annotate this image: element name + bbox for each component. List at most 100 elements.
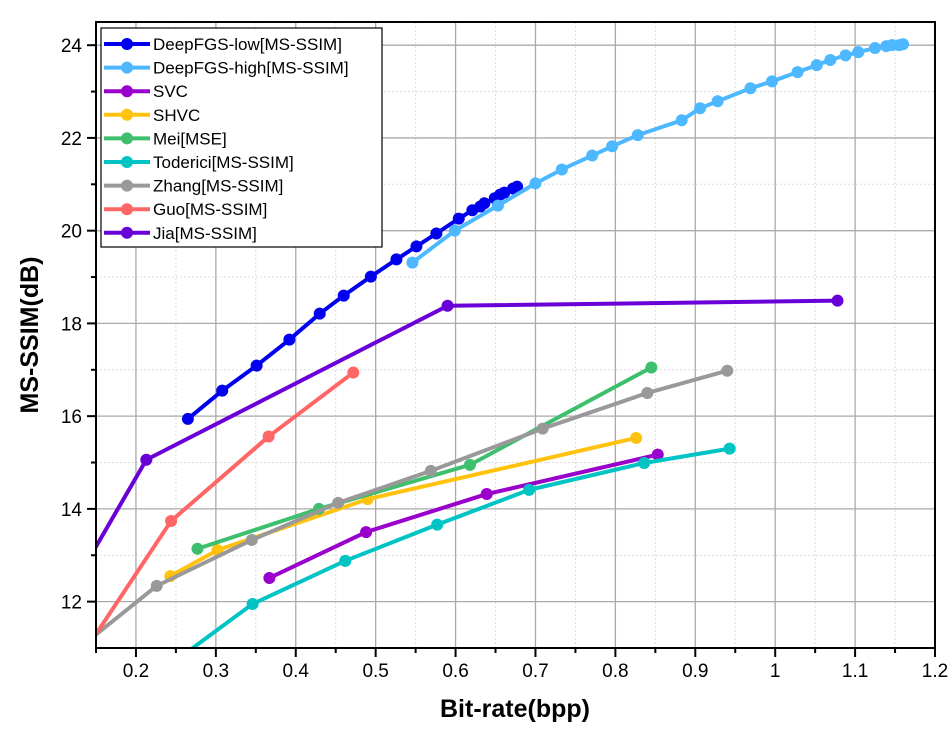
data-point — [364, 270, 377, 283]
data-point — [263, 571, 276, 584]
data-point — [245, 533, 258, 546]
x-tick-label: 0.7 — [522, 661, 548, 682]
series-line — [96, 298, 838, 551]
series-mei-mse- — [191, 361, 658, 555]
series-line — [96, 370, 355, 638]
data-point — [645, 361, 658, 374]
legend-label: DeepFGS-high[MS-SSIM] — [153, 59, 349, 78]
x-tick-label: 0.5 — [362, 661, 388, 682]
legend-marker — [121, 156, 133, 168]
legend-label: Guo[MS-SSIM] — [153, 200, 267, 219]
data-point — [606, 140, 619, 153]
series-line — [96, 368, 728, 638]
legend-marker — [121, 108, 133, 121]
legend-item: Jia[MS-SSIM] — [104, 224, 257, 243]
data-point — [744, 82, 757, 95]
legend-label: SVC — [153, 82, 188, 101]
data-point — [536, 422, 549, 435]
data-point — [523, 483, 536, 496]
legend-marker — [121, 61, 133, 74]
legend-label: Mei[MSE] — [153, 129, 227, 148]
series-shvc — [164, 431, 643, 583]
data-point — [390, 253, 403, 266]
data-point — [452, 212, 465, 225]
series-line — [196, 365, 653, 551]
data-point — [50, 661, 62, 673]
series-line — [169, 435, 637, 578]
x-tick-label: 1.1 — [842, 661, 868, 682]
x-tick-label: 0.2 — [123, 661, 149, 682]
y-axis-label: MS-SSIM(dB) — [16, 257, 44, 414]
legend: DeepFGS-low[MS-SSIM] DeepFGS-high[MS-SSIM… — [100, 27, 383, 248]
data-point — [641, 386, 654, 399]
data-point — [313, 307, 326, 320]
series-deepfgs-low-ms-ssim- — [181, 180, 524, 425]
data-point — [831, 294, 844, 307]
y-tick-label: 14 — [61, 500, 83, 521]
data-point — [181, 412, 194, 425]
series-deepfgs-high-ms-ssim- — [406, 38, 910, 269]
data-point — [250, 359, 263, 372]
data-point — [675, 114, 688, 127]
data-point — [852, 46, 865, 59]
series-toderici-ms-ssim- — [130, 442, 736, 696]
data-point — [262, 430, 275, 443]
legend-item: Toderici[MS-SSIM] — [104, 153, 294, 172]
data-point — [638, 456, 651, 469]
data-point — [347, 366, 360, 379]
legend-item: SVC — [104, 82, 188, 101]
x-tick-label: 0.9 — [682, 661, 708, 682]
legend-item: DeepFGS-high[MS-SSIM] — [104, 59, 349, 78]
data-point — [630, 431, 643, 444]
y-tick-label: 16 — [61, 407, 82, 428]
data-point — [332, 496, 345, 509]
data-point — [431, 518, 444, 531]
data-point — [491, 199, 504, 212]
data-point — [410, 240, 423, 253]
data-point — [791, 66, 804, 79]
data-point — [360, 526, 373, 539]
data-point — [765, 75, 778, 88]
axes: 0.2 0.3 0.4 0.5 0.6 0.7 0.8 0.9 1 1.1 1.2 12 14 16 18 2… — [61, 36, 948, 682]
legend-item: SHVC — [104, 106, 200, 125]
data-point — [337, 289, 350, 302]
legend-marker — [121, 226, 133, 239]
data-point — [165, 514, 178, 527]
data-point — [721, 364, 734, 377]
data-point — [555, 163, 568, 176]
data-point — [424, 464, 437, 477]
data-point — [130, 684, 142, 696]
data-point — [430, 227, 443, 240]
data-point — [869, 41, 882, 54]
x-tick-label: 1.2 — [922, 661, 948, 682]
x-axis-label: Bit-rate(bpp) — [440, 695, 590, 723]
data-point — [651, 448, 664, 461]
y-tick-label: 24 — [61, 36, 83, 57]
x-tick-label: 0.4 — [283, 661, 310, 682]
x-tick-label: 0.8 — [602, 661, 628, 682]
data-point — [897, 38, 910, 51]
x-tick-label: 0.6 — [442, 661, 468, 682]
legend-marker — [121, 179, 133, 192]
data-point — [711, 95, 724, 108]
data-point — [810, 59, 823, 72]
data-point — [191, 542, 204, 555]
data-point — [339, 554, 352, 567]
series-guo-ms-ssim- — [96, 366, 360, 638]
data-point — [140, 453, 153, 466]
legend-marker — [121, 203, 133, 216]
data-point — [480, 488, 493, 501]
data-point — [839, 49, 852, 62]
series-line — [268, 452, 659, 580]
data-point — [406, 256, 419, 269]
data-point — [694, 102, 707, 115]
data-point — [463, 458, 476, 471]
data-point — [216, 384, 229, 397]
y-tick-label: 20 — [61, 222, 82, 243]
data-point — [723, 442, 736, 455]
legend-item: Zhang[MS-SSIM] — [104, 177, 283, 196]
legend-marker — [121, 132, 133, 145]
legend-label: SHVC — [153, 106, 200, 125]
series-zhang-ms-ssim- — [50, 364, 734, 673]
